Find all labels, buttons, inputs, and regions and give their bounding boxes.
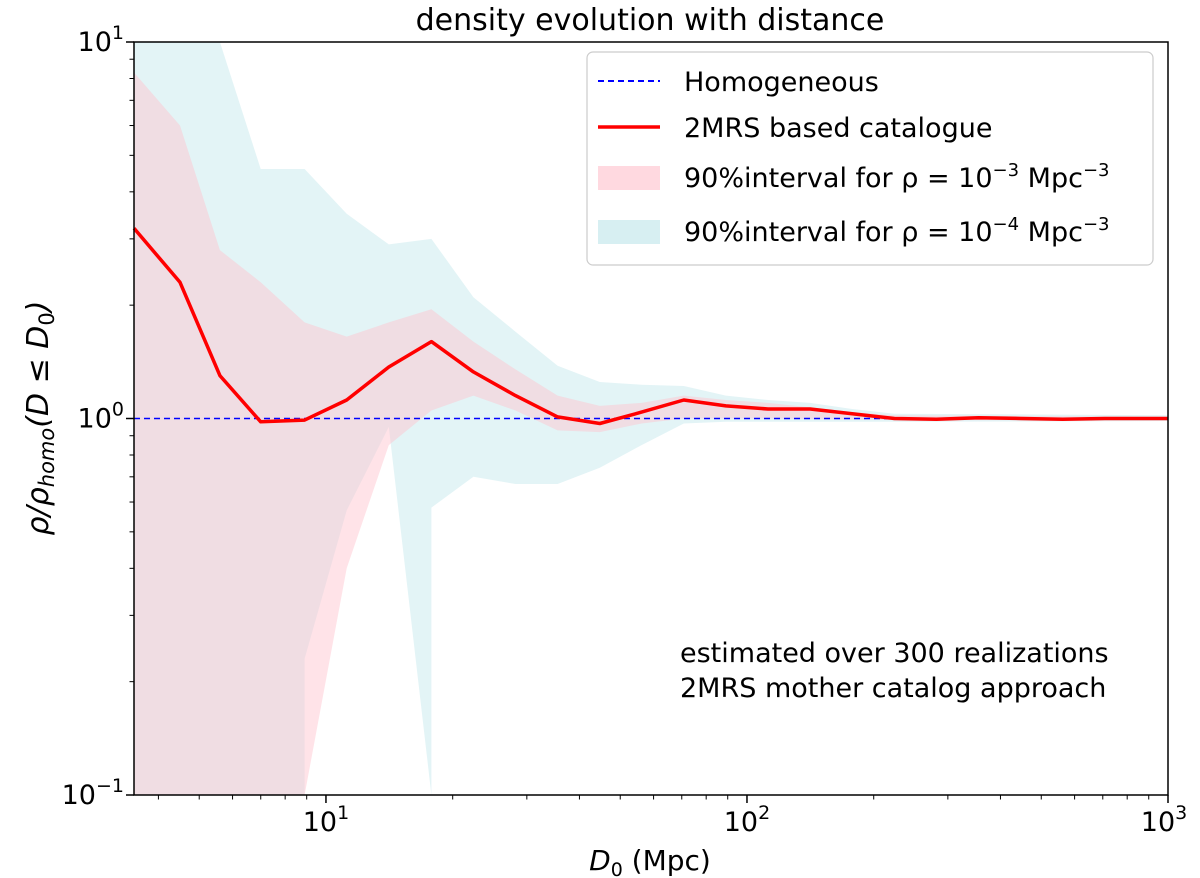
y-tick-label: 100 [78,399,124,435]
y-tick-exp: 1 [112,22,124,44]
x-tick-base: 10 [1141,807,1175,838]
x-tick-exp: 3 [1175,802,1187,824]
x-axis-label-unit: (Mpc) [623,844,711,877]
legend: Homogeneous 2MRS based catalogue 90%inte… [586,51,1154,266]
legend-band-1e-3-label: 90%interval for ρ = 10−3 Mpc−3 [684,160,1110,194]
y-label-slash: / [21,503,56,519]
bands-layer [134,42,1168,795]
legend-band1-rho: ρ [901,217,918,248]
y-label-rho2: ρ [21,487,56,506]
x-tick-label: 103 [1141,802,1187,838]
legend-band1-exp: −4 [993,214,1020,235]
legend-band1-unit-exp: −3 [1083,214,1110,235]
x-axis-label-sub: 0 [611,859,623,878]
legend-band-1e-3-swatch [598,166,660,190]
band-1e-4 [134,42,1168,795]
y-axis-label: ρ/ρhomo(D ≤ D0) [21,301,59,536]
y-tick-base: 10 [78,27,112,58]
legend-band1-prefix: 90%interval for [684,217,901,248]
legend-band0-unit: Mpc [1019,163,1083,194]
y-tick-exp: 0 [112,399,124,421]
x-axis-label: D0 (Mpc) [589,844,711,878]
y-label-sub2: 0 [35,312,59,325]
x-tick-base: 10 [724,807,758,838]
y-tick-label: 101 [78,22,124,58]
legend-band0-eq: = 10 [918,163,992,194]
chart-title: density evolution with distance [416,3,885,38]
y-tick-label: 10−1 [62,775,124,811]
legend-band-1e-4-swatch [598,220,660,244]
x-tick-exp: 1 [337,802,349,824]
y-label-sub: homo [35,428,59,487]
legend-box [586,51,1154,266]
legend-band1-unit: Mpc [1019,217,1083,248]
legend-2mrs-label: 2MRS based catalogue [684,113,992,144]
x-axis-label-var: D [589,844,611,877]
y-tick-base: 10 [78,404,112,435]
legend-band1-eq: = 10 [918,217,992,248]
legend-band0-prefix: 90%interval for [684,163,901,194]
legend-band0-exp: −3 [993,160,1020,181]
x-tick-base: 10 [303,807,337,838]
y-label-rest: (D ≤ D [21,326,56,428]
legend-band0-rho: ρ [901,163,918,194]
lines-layer [132,227,1169,426]
y-tick-exp: −1 [96,775,124,797]
legend-homogeneous-label: Homogeneous [684,67,879,98]
legend-band-1e-4-label: 90%interval for ρ = 10−4 Mpc−3 [684,214,1110,248]
x-tick-exp: 2 [758,802,770,824]
legend-band0-unit-exp: −3 [1083,160,1110,181]
annotation-line-2: 2MRS mother catalog approach [680,673,1106,704]
y-label-rho: ρ [21,516,56,535]
y-label-close: ) [21,301,56,315]
band-1e-3 [134,72,1168,795]
annotation-line-1: estimated over 300 realizations [680,638,1109,669]
x-tick-label: 101 [303,802,349,838]
series-line-2mrs [132,227,1168,426]
x-tick-label: 102 [724,802,770,838]
y-tick-base: 10 [62,780,96,811]
